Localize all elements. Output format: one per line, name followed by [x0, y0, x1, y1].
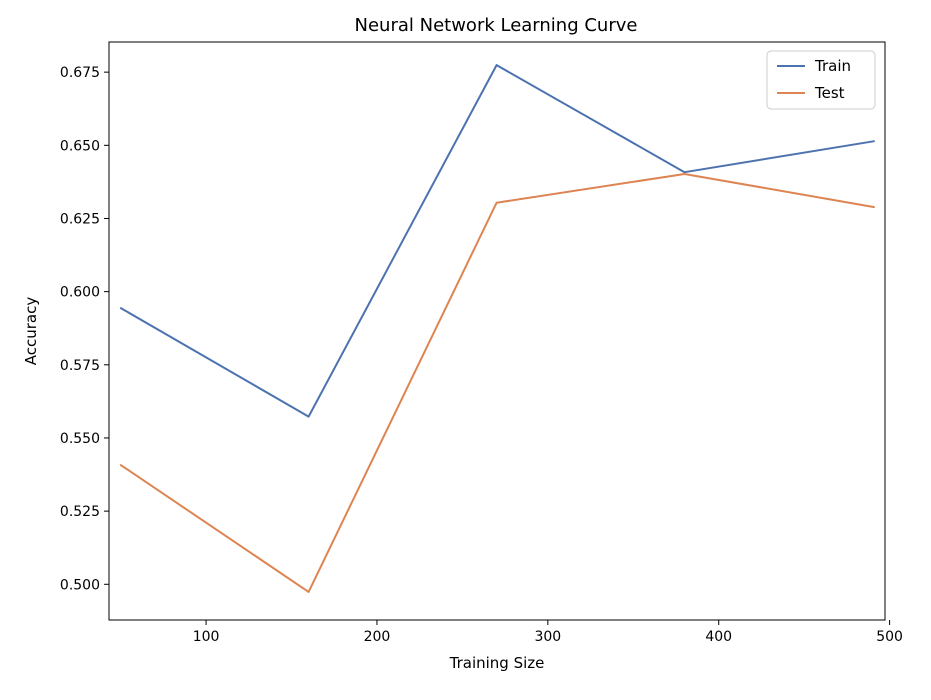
plot-frame: [108, 41, 886, 621]
data-point-train: [873, 140, 875, 142]
x-tick-label: 500: [876, 629, 903, 645]
legend-label-train: Train: [814, 57, 851, 75]
data-point-test: [307, 591, 310, 593]
y-tick-label: 0.675: [60, 65, 100, 81]
x-axis-label: Training Size: [449, 654, 545, 672]
data-point-test: [119, 464, 122, 466]
series-line-train: [120, 64, 875, 418]
x-tick-label: 400: [705, 629, 732, 645]
x-tick-label: 200: [364, 629, 391, 645]
series-line-test: [120, 173, 875, 593]
y-axis-label: Accuracy: [22, 297, 40, 366]
y-tick-label: 0.600: [60, 285, 100, 301]
plot-area: [119, 64, 875, 593]
y-tick-label: 0.625: [60, 211, 100, 227]
data-point-train: [119, 307, 122, 309]
chart-title: Neural Network Learning Curve: [355, 15, 638, 36]
data-point-train: [495, 64, 498, 66]
x-tick-label: 100: [193, 629, 220, 645]
data-point-test: [495, 201, 498, 204]
y-tick-label: 0.550: [60, 431, 100, 447]
data-point-train: [683, 171, 686, 173]
y-tick-label: 0.525: [60, 504, 100, 520]
legend-label-test: Test: [814, 84, 845, 102]
data-point-train: [307, 415, 310, 418]
data-point-test: [683, 173, 686, 175]
y-tick-label: 0.650: [60, 138, 100, 154]
y-tick-label: 0.575: [60, 358, 100, 374]
data-point-test: [873, 206, 875, 208]
y-tick-label: 0.500: [60, 577, 100, 593]
legend: Train Test: [766, 50, 876, 110]
axes: 100 200 300 400 500 0.500 0.525 0.550 0.575 0.600…: [60, 65, 903, 645]
x-tick-label: 300: [534, 629, 561, 645]
